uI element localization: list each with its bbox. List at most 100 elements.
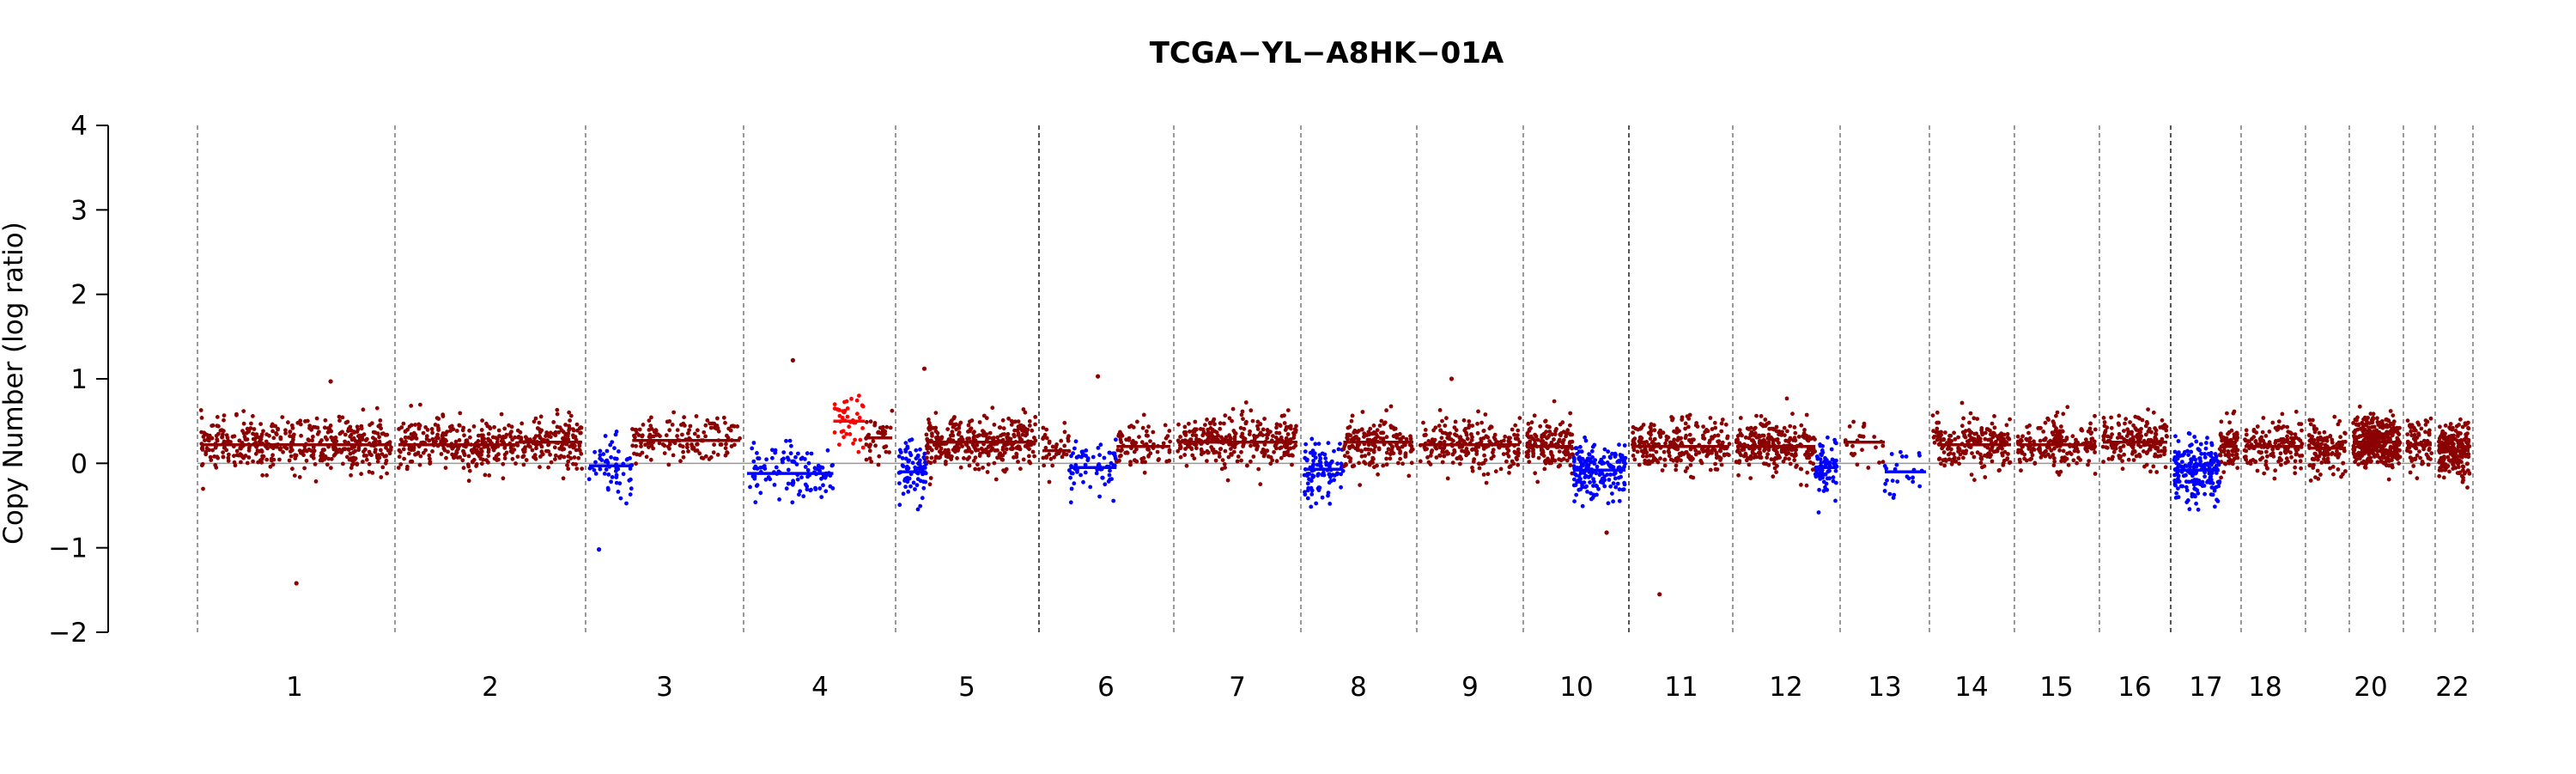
data-point: [1346, 434, 1350, 439]
data-point: [869, 460, 874, 464]
data-point: [1820, 450, 1826, 455]
data-point: [215, 454, 220, 460]
data-point: [428, 456, 432, 461]
data-point: [1601, 460, 1605, 465]
data-point: [331, 438, 335, 442]
data-point: [1084, 448, 1089, 453]
data-point: [997, 425, 1002, 430]
data-point: [614, 456, 619, 461]
data-point: [2038, 450, 2044, 455]
data-point: [2230, 453, 2235, 457]
data-point: [1794, 453, 1798, 458]
data-point: [1271, 434, 1275, 438]
data-point: [758, 491, 763, 496]
data-point: [705, 417, 710, 423]
data-point: [1137, 435, 1141, 439]
data-point: [1047, 479, 1052, 485]
data-point: [1347, 446, 1352, 451]
data-point: [443, 466, 448, 470]
data-point: [1032, 454, 1036, 459]
data-point: [502, 426, 507, 431]
data-point: [1440, 418, 1444, 424]
data-point: [1633, 426, 1638, 431]
data-point: [198, 408, 204, 412]
data-point: [602, 472, 607, 476]
data-point: [817, 486, 823, 491]
data-point: [1220, 458, 1225, 462]
data-point: [2255, 468, 2260, 473]
data-point: [1670, 417, 1674, 423]
y-tick-label: −1: [48, 533, 88, 564]
data-point: [1959, 400, 1965, 405]
data-point: [1222, 421, 1226, 426]
data-point: [1617, 442, 1621, 448]
data-point: [915, 507, 920, 512]
data-point: [837, 442, 841, 447]
data-point: [1470, 466, 1474, 470]
data-point: [1134, 447, 1139, 452]
data-point: [903, 449, 908, 454]
data-point: [618, 496, 623, 501]
data-point: [1326, 493, 1330, 498]
data-point: [867, 444, 872, 449]
data-point: [2331, 472, 2336, 477]
data-point: [407, 447, 412, 452]
data-point: [682, 415, 686, 420]
data-point: [719, 442, 724, 447]
data-point: [1406, 473, 1412, 478]
data-point: [1085, 458, 1091, 463]
data-point: [1043, 445, 1048, 450]
data-point: [1139, 456, 1145, 461]
data-point: [1006, 436, 1011, 441]
data-point: [278, 436, 283, 442]
data-point: [1561, 456, 1566, 461]
data-point: [1802, 428, 1807, 432]
data-point: [1789, 452, 1795, 457]
data-point: [2279, 462, 2283, 467]
data-point: [1543, 458, 1548, 463]
data-point: [680, 432, 684, 437]
data-point: [1021, 407, 1026, 411]
data-point: [1783, 450, 1789, 455]
data-point: [1606, 501, 1611, 506]
data-point: [2227, 439, 2232, 444]
data-point: [526, 443, 532, 448]
data-point: [237, 438, 242, 443]
data-point: [1622, 464, 1626, 469]
data-point: [667, 442, 672, 447]
data-point: [1245, 463, 1249, 468]
data-point: [2071, 458, 2076, 463]
data-point: [214, 465, 219, 470]
data-point: [832, 402, 837, 407]
data-point: [413, 423, 417, 427]
data-point: [715, 416, 720, 421]
data-point: [1242, 426, 1247, 431]
data-point: [1396, 460, 1400, 466]
data-point: [467, 468, 472, 473]
data-point: [608, 442, 613, 448]
data-point: [1687, 432, 1692, 437]
data-point: [430, 449, 434, 454]
data-point: [1766, 463, 1771, 467]
data-point: [930, 431, 934, 436]
data-point: [2315, 468, 2320, 473]
data-point: [2244, 432, 2249, 437]
data-point: [389, 445, 393, 450]
data-point: [772, 483, 777, 487]
data-point: [2286, 459, 2290, 464]
data-point: [2117, 454, 2122, 458]
data-point: [1460, 437, 1464, 442]
data-point: [2162, 448, 2167, 453]
data-point: [1684, 433, 1688, 438]
data-point: [1425, 447, 1429, 451]
data-point: [599, 458, 605, 462]
data-point: [2123, 421, 2127, 426]
data-point: [1511, 461, 1516, 466]
data-point: [858, 437, 863, 442]
data-point: [955, 456, 959, 460]
data-point: [1799, 483, 1803, 487]
data-point: [1314, 501, 1319, 506]
data-point: [510, 456, 515, 461]
data-point: [488, 426, 493, 431]
data-point: [1572, 477, 1577, 482]
